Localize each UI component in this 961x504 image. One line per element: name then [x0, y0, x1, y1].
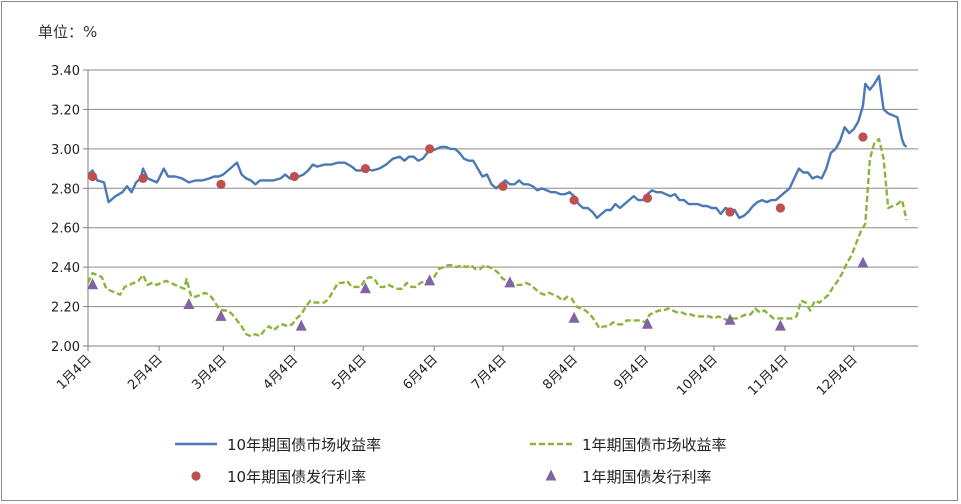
plot-area [86, 74, 908, 338]
legend-swatch-2 [191, 471, 201, 481]
legend-label-2: 10年期国债发行利率 [227, 468, 366, 486]
series-3-point-3 [295, 319, 307, 331]
series-2-point-6 [498, 181, 508, 191]
x-tick-label-8: 9月4日 [611, 352, 652, 393]
y-tick-label-0: 2.00 [51, 340, 80, 355]
x-tick-label-3: 4月4日 [260, 352, 301, 393]
y-tick-label-7: 3.40 [51, 64, 80, 79]
series-3-point-7 [568, 311, 580, 323]
series-3-point-6 [504, 276, 516, 288]
series-3-point-5 [424, 274, 436, 286]
legend-label-0: 10年期国债市场收益率 [227, 436, 381, 454]
series-2-point-10 [775, 203, 786, 213]
series-3-point-9 [724, 313, 736, 325]
series-2-point-8 [642, 193, 653, 203]
series-2-point-11 [858, 132, 868, 142]
series-2-point-9 [725, 207, 735, 217]
series-3-point-0 [87, 278, 99, 290]
legend-swatch-3 [545, 469, 557, 481]
series-line-0 [87, 74, 908, 220]
y-axis: 2.00 2.20 2.40 2.60 2.80 3.00 3.20 3.40 [51, 64, 89, 355]
x-axis: 1月4日 2月4日 3月4日 4月4日 5月4日 6月4日 7月4日 8月4日 9月4日 10月4… [54, 345, 918, 399]
y-tick-label-2: 2.40 [51, 261, 80, 276]
series-3-point-2 [215, 309, 227, 321]
series-line-1 [86, 137, 908, 338]
x-tick-label-4: 5月4日 [329, 352, 370, 393]
series-2-point-3 [289, 171, 299, 182]
series-2-point-5 [425, 144, 435, 154]
y-tick-label-3: 2.60 [51, 222, 80, 237]
y-tick-label-6: 3.20 [51, 103, 80, 118]
x-tick-label-0: 1月4日 [54, 352, 95, 393]
legend-label-1: 1年期国债市场收益率 [582, 436, 727, 454]
series-3-point-4 [359, 282, 371, 294]
y-tick-label-4: 2.80 [51, 182, 80, 197]
series-3-point-10 [774, 319, 786, 331]
series-3-point-1 [183, 298, 195, 309]
x-tick-label-7: 8月4日 [540, 352, 581, 393]
series-3-point-8 [641, 317, 653, 329]
x-tick-label-6: 7月4日 [469, 352, 510, 393]
x-tick-label-2: 3月4日 [189, 352, 230, 393]
series-2-point-7 [569, 195, 579, 205]
y-tick-label-1: 2.20 [51, 301, 80, 316]
legend: 10年期国债市场收益率 1年期国债市场收益率 10年期国债发行利率 1年期国债发行利率 [175, 436, 727, 486]
x-tick-label-11: 12月4日 [814, 352, 861, 399]
series-2-point-4 [360, 163, 371, 174]
series-3-point-11 [857, 256, 869, 268]
series-2-point-1 [138, 173, 148, 184]
legend-label-3: 1年期国债发行利率 [582, 468, 712, 486]
series-2-point-0 [87, 171, 98, 182]
x-tick-label-1: 2月4日 [125, 352, 166, 393]
x-tick-label-10: 11月4日 [745, 352, 792, 399]
x-tick-label-5: 6月4日 [400, 352, 441, 393]
gridlines [88, 69, 918, 347]
y-tick-label-5: 3.00 [51, 143, 80, 158]
series-2-point-2 [216, 179, 226, 189]
y-unit-label: 单位：% [38, 23, 97, 41]
x-tick-label-9: 10月4日 [674, 352, 721, 399]
